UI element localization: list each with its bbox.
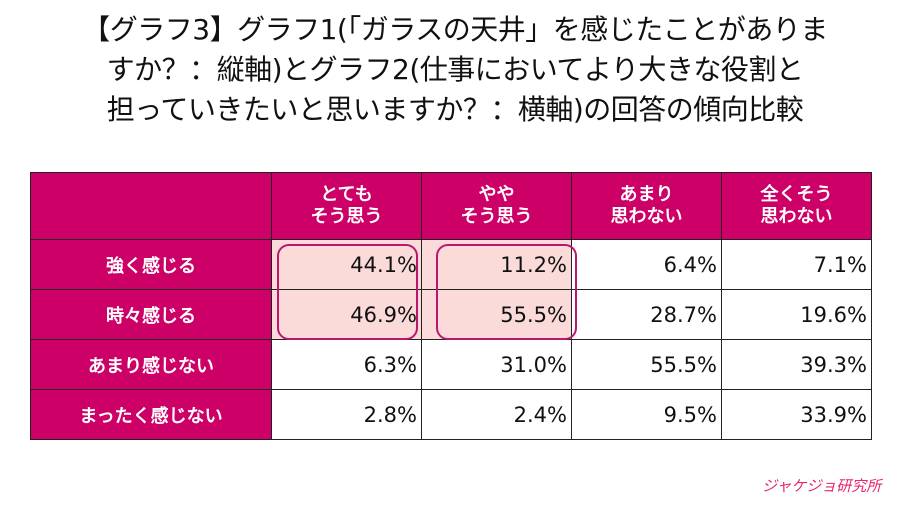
logo-jakejo-lab: ジャケジョ研究所 bbox=[762, 477, 882, 495]
value-cell: 2.4% bbox=[421, 389, 572, 440]
value-cell: 2.8% bbox=[271, 389, 422, 440]
value-cell: 6.3% bbox=[271, 339, 422, 390]
table-row: 時々感じる 46.9% 55.5% 28.7% 19.6% bbox=[30, 289, 872, 340]
row-header: 時々感じる bbox=[30, 289, 272, 340]
comparison-table: とても そう思う やや そう思う あまり 思わない 全くそう 思わない 強く感じる 44.1% 1… bbox=[30, 172, 872, 440]
corner-cell bbox=[30, 172, 272, 240]
column-header: あまり 思わない bbox=[571, 172, 722, 240]
row-header: まったく感じない bbox=[30, 389, 272, 440]
table-row: 強く感じる 44.1% 11.2% 6.4% 7.1% bbox=[30, 239, 872, 290]
value-cell: 33.9% bbox=[721, 389, 872, 440]
title-line: すか？：縦軸)とグラフ2(仕事においてより大きな役割と bbox=[106, 53, 804, 86]
column-header: とても そう思う bbox=[271, 172, 422, 240]
value-cell: 28.7% bbox=[571, 289, 722, 340]
value-cell: 9.5% bbox=[571, 389, 722, 440]
value-cell: 39.3% bbox=[721, 339, 872, 390]
column-header: やや そう思う bbox=[421, 172, 572, 240]
value-cell: 7.1% bbox=[721, 239, 872, 290]
value-cell: 31.0% bbox=[421, 339, 572, 390]
value-cell: 6.4% bbox=[571, 239, 722, 290]
value-cell: 55.5% bbox=[571, 339, 722, 390]
title-line: 担っていきたいと思いますか？：横軸)の回答の傾向比較 bbox=[106, 93, 804, 126]
value-cell: 44.1% bbox=[271, 239, 422, 290]
value-cell: 46.9% bbox=[271, 289, 422, 340]
table-row: あまり感じない 6.3% 31.0% 55.5% 39.3% bbox=[30, 339, 872, 390]
value-cell: 19.6% bbox=[721, 289, 872, 340]
row-header: あまり感じない bbox=[30, 339, 272, 390]
value-cell: 11.2% bbox=[421, 239, 572, 290]
value-cell: 55.5% bbox=[421, 289, 572, 340]
title-line: 【グラフ3】グラフ1(「ガラスの天井」を感じたことがありま bbox=[82, 13, 828, 46]
column-header: 全くそう 思わない bbox=[721, 172, 872, 240]
table-row: まったく感じない 2.8% 2.4% 9.5% 33.9% bbox=[30, 389, 872, 440]
row-header: 強く感じる bbox=[30, 239, 272, 290]
chart-title: 【グラフ3】グラフ1(「ガラスの天井」を感じたことがありま すか？：縦軸)とグラ… bbox=[20, 10, 890, 130]
